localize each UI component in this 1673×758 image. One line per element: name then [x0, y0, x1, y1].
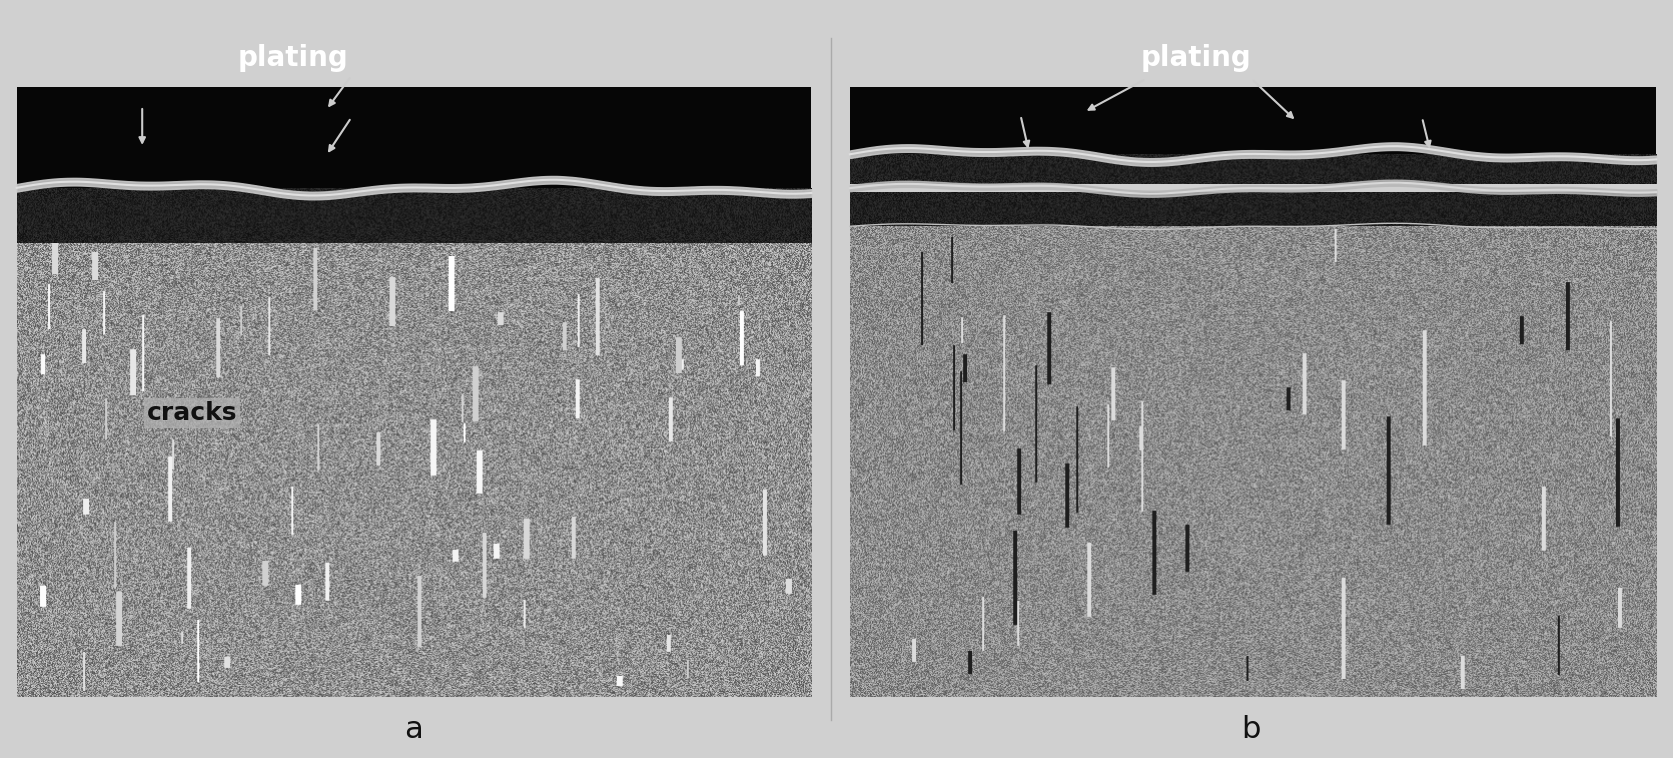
Bar	[17, 87, 811, 188]
Text: cracks: cracks	[147, 401, 238, 425]
Text: a: a	[403, 715, 423, 744]
Bar	[850, 87, 1656, 155]
Text: plating: plating	[1141, 44, 1251, 72]
Text: plating: plating	[238, 44, 348, 72]
Text: b: b	[1241, 715, 1261, 744]
